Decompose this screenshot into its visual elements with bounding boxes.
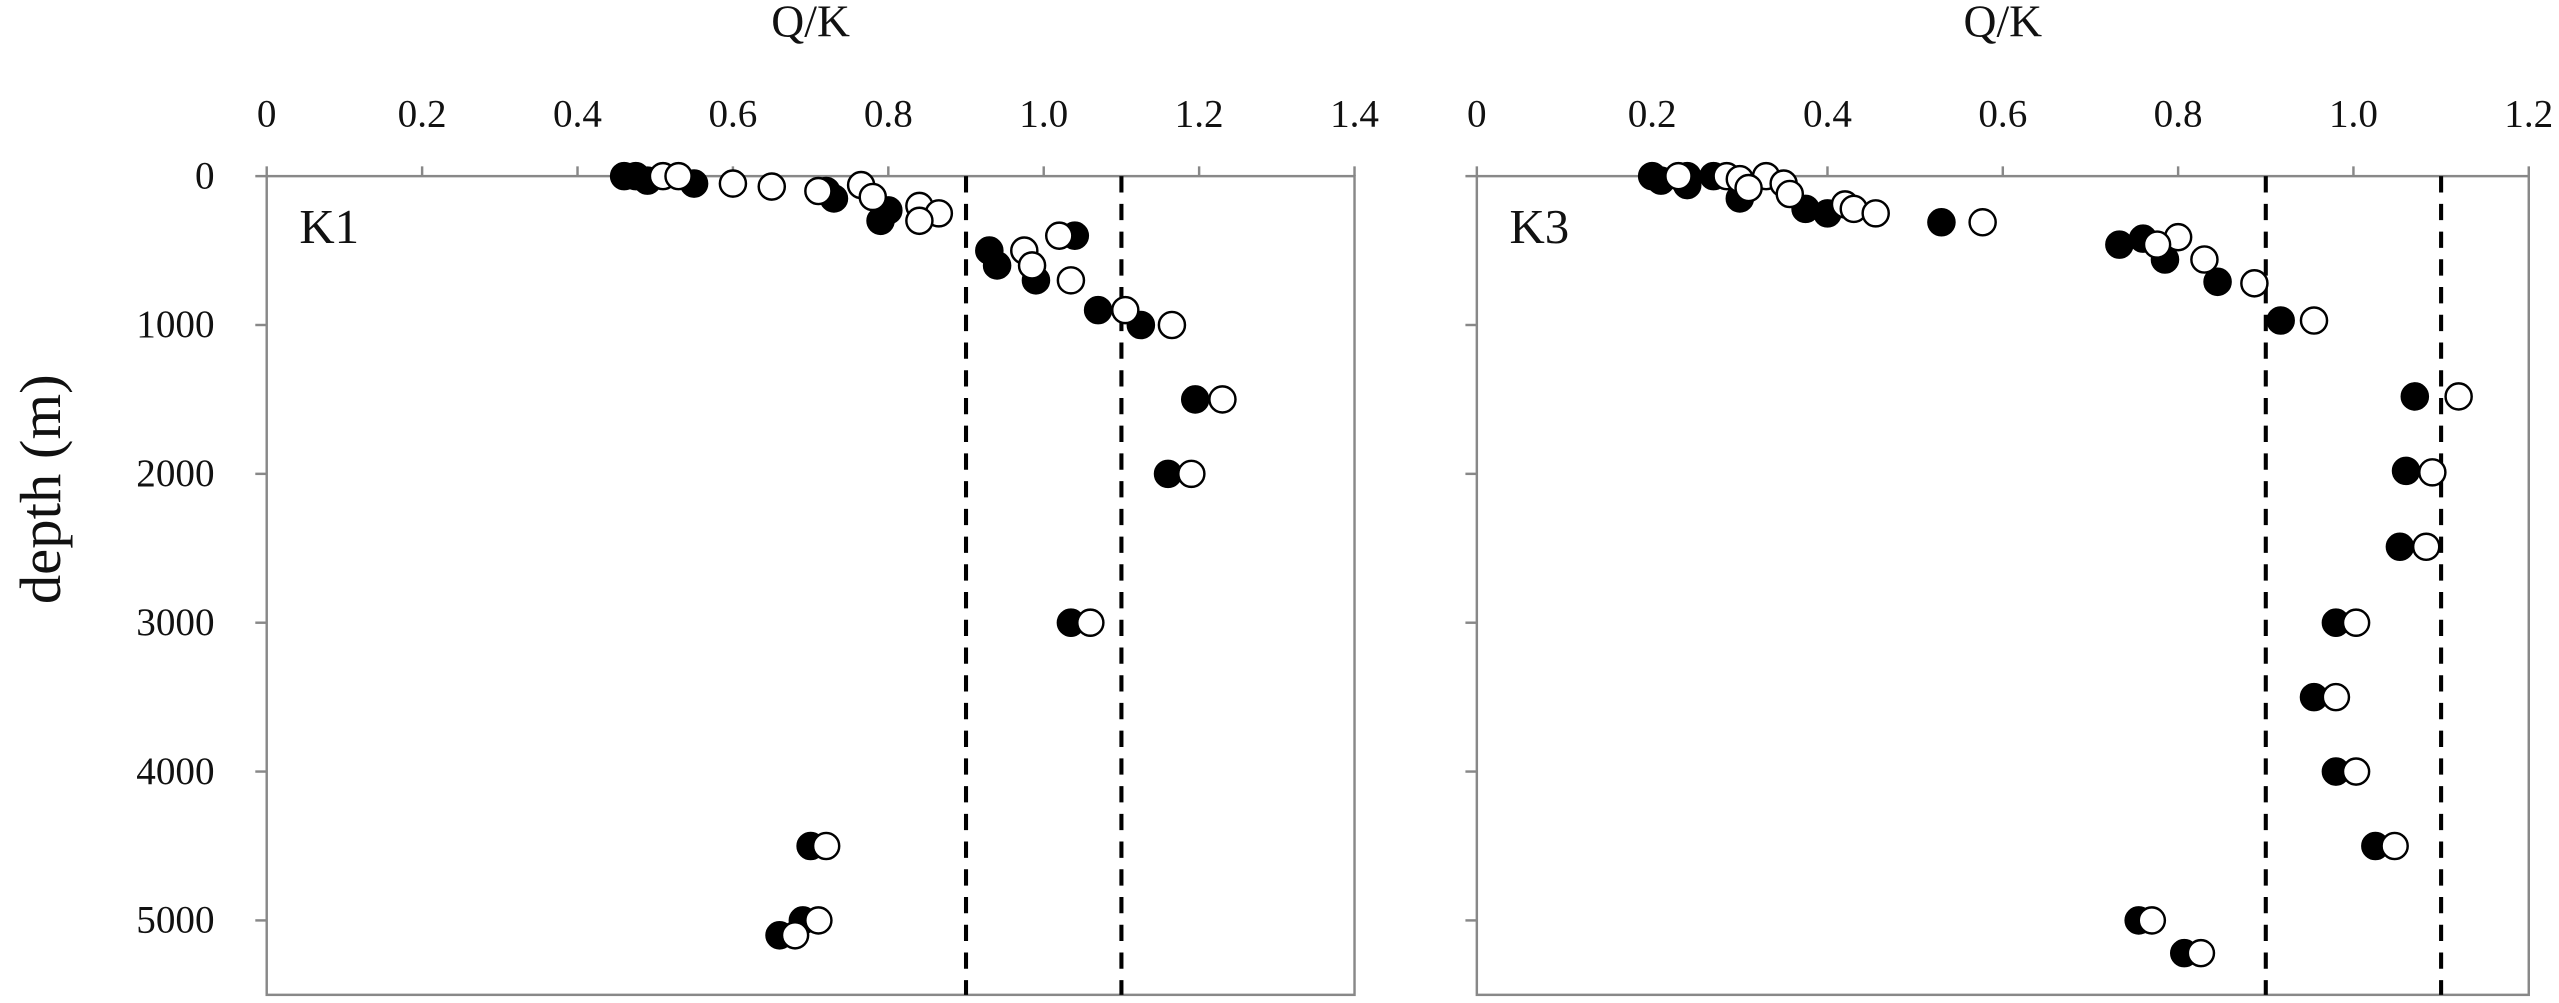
data-point [804,176,833,206]
plot-frame [1475,174,2530,997]
data-point [2444,382,2473,411]
data-point [811,831,841,861]
data-point [2391,456,2421,486]
data-point [1734,173,1763,203]
data-point [866,206,895,236]
y-tick-label: 5000 [136,899,214,942]
plot-frame [265,174,1356,997]
data-point [1177,459,1206,489]
data-point [2142,230,2172,259]
x-tick-label: 0.2 [398,92,447,135]
data-point [2203,267,2232,297]
y-tick-label: 0 [195,154,215,197]
data-point [2190,245,2219,274]
data-point [1861,199,1890,228]
x-tick-label: 1.2 [1175,92,1224,135]
y-tick-label: 1000 [136,303,214,346]
data-point [718,169,748,198]
data-point [1157,310,1187,340]
x-tick-label: 0.6 [1978,92,2027,135]
x-axis-label: Q/K [1963,0,2042,47]
y-axis-label: depth (m) [8,374,73,604]
panel-label: K1 [299,199,359,254]
data-point [982,251,1012,280]
data-point [1968,208,1997,237]
data-point [2137,906,2167,935]
data-point [2321,682,2351,712]
data-point [2105,230,2134,259]
data-point [757,172,787,201]
data-point [1927,208,1956,237]
data-point [1044,221,1074,250]
x-tick-label: 0.8 [2154,92,2203,135]
data-point [1083,295,1113,325]
x-tick-label: 0.4 [553,92,602,135]
data-point [1208,385,1237,414]
x-tick-label: 0 [257,92,277,135]
data-point [2380,831,2409,861]
data-point [2385,532,2415,562]
data-point [1775,179,1805,209]
y-tick-label: 3000 [136,601,214,644]
y-tick-label: 2000 [136,452,214,495]
data-point [1664,161,1693,191]
data-point [2240,269,2269,298]
panel-label: K3 [1509,199,1569,254]
data-point [664,161,693,191]
x-tick-label: 1.4 [1330,92,1379,135]
data-point [2341,608,2371,637]
x-tick-label: 0.2 [1628,92,1677,135]
data-point [2186,938,2216,968]
data-point [780,921,810,950]
data-point [858,182,888,212]
data-point [2341,757,2371,786]
x-tick-label: 0.4 [1803,92,1852,135]
y-tick-label: 4000 [136,750,214,793]
x-tick-label: 0.6 [708,92,757,135]
data-point [1056,266,1086,295]
x-tick-label: 1.2 [2504,92,2553,135]
x-tick-label: 1.0 [1019,92,1068,135]
x-axis-label: Q/K [771,0,850,47]
x-tick-label: 0 [1467,92,1487,135]
data-point [804,906,833,935]
data-point [2299,306,2329,335]
data-point [2418,458,2447,487]
data-point [1180,385,1210,414]
data-point [905,206,934,236]
x-tick-label: 0.8 [864,92,913,135]
data-point [1076,608,1105,637]
data-point [1017,251,1047,280]
data-point [1111,295,1140,325]
data-point [2266,306,2295,335]
x-tick-label: 1.0 [2329,92,2378,135]
data-point [2400,382,2430,411]
data-point [2411,532,2441,562]
